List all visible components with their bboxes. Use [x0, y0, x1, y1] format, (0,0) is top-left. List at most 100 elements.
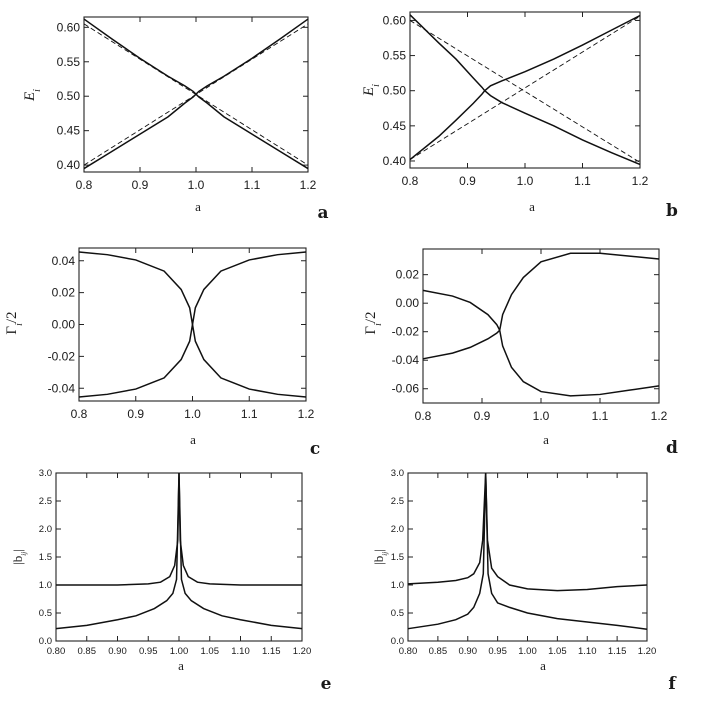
series-line-2 [407, 472, 648, 630]
y-axis-label: Γi/2 [4, 311, 25, 334]
series-line-1 [422, 252, 660, 333]
x-tick-label: 1.20 [293, 646, 312, 657]
y-tick-label: 1.5 [391, 552, 404, 563]
x-tick-label: 1.05 [201, 646, 220, 657]
y-tick-label: 0.55 [57, 55, 81, 69]
y-tick-label: 1.5 [39, 552, 52, 563]
y-tick-label: 2.5 [391, 496, 404, 507]
chart-panel-d: 0.8 0.9 1.0 1.1 1.2 -0.06 -0.04 -0.02 0.00 0.02 a Γ… [363, 248, 678, 458]
x-tick-label: 0.8 [71, 407, 88, 421]
y-tick-label: 0.0 [39, 636, 52, 647]
x-tick-label: 1.15 [608, 646, 627, 657]
y-tick-label: 0.60 [383, 13, 407, 27]
panel-label: d [666, 438, 678, 458]
panel-label: b [666, 201, 678, 221]
x-tick-label: 0.80 [399, 646, 418, 657]
x-tick-label: 1.0 [533, 409, 550, 423]
x-axis-label: a [543, 432, 549, 447]
x-tick-label: 1.20 [638, 646, 657, 657]
y-tick-label: 0.5 [39, 608, 52, 619]
series-line-2 [409, 89, 641, 166]
y-tick-label: 0.45 [57, 124, 81, 138]
y-tick-label: 3.0 [39, 468, 52, 479]
plot-frame [407, 472, 648, 642]
x-tick-label: 1.1 [574, 174, 591, 188]
y-tick-label: 2.5 [39, 496, 52, 507]
y-tick-label: 1.0 [39, 580, 52, 591]
x-tick-label: 1.1 [244, 178, 261, 192]
y-tick-label: 0.00 [52, 318, 76, 332]
x-axis-label: a [178, 658, 184, 673]
x-axis-label: a [190, 432, 196, 447]
x-tick-label: 0.85 [78, 646, 97, 657]
x-axis-label: a [195, 199, 201, 214]
x-tick-label: 1.00 [518, 646, 537, 657]
y-tick-label: 0.02 [396, 268, 420, 282]
x-tick-label: 0.95 [139, 646, 158, 657]
y-tick-label: -0.02 [392, 325, 420, 339]
series-line-1 [407, 472, 648, 592]
x-tick-label: 1.00 [170, 646, 189, 657]
x-tick-label: 0.8 [402, 174, 419, 188]
panel-label: c [310, 439, 320, 459]
x-tick-label: 0.9 [474, 409, 491, 423]
x-tick-label: 0.85 [429, 646, 448, 657]
plot-frame [409, 11, 641, 169]
chart-panel-e: 0.80 0.85 0.90 0.95 1.00 1.05 1.10 1.15 1.20 0.0 0… [10, 468, 332, 694]
y-axis-label: Ei [22, 89, 43, 102]
y-axis-label: |bij| [10, 549, 28, 565]
series-line-2 [78, 251, 307, 398]
y-tick-label: 0.55 [383, 49, 407, 63]
y-tick-label: -0.02 [48, 349, 76, 363]
x-tick-label: 1.1 [241, 407, 258, 421]
y-tick-label: 1.0 [391, 580, 404, 591]
x-axis-label: a [529, 199, 535, 214]
y-tick-label: 0.40 [57, 158, 81, 172]
y-tick-label: 0.50 [383, 84, 407, 98]
y-axis-label: |bij| [371, 549, 389, 565]
x-tick-label: 0.8 [76, 178, 93, 192]
y-axis-label: Ei [361, 84, 382, 97]
x-tick-label: 0.9 [127, 407, 144, 421]
y-tick-label: 3.0 [391, 468, 404, 479]
x-tick-label: 1.1 [592, 409, 609, 423]
x-tick-label: 0.95 [488, 646, 507, 657]
x-tick-label: 1.10 [578, 646, 597, 657]
panel-label: a [317, 203, 328, 223]
y-tick-label: 0.50 [57, 89, 81, 103]
x-axis-label: a [540, 658, 546, 673]
panel-label: e [321, 674, 332, 694]
y-tick-label: 0.0 [391, 636, 404, 647]
chart-panel-a: 0.8 0.9 1.0 1.1 1.2 0.40 0.45 0.50 0.55 0.60 a Ei a [22, 16, 329, 223]
y-tick-label: 0.02 [52, 286, 76, 300]
y-tick-label: 0.00 [396, 296, 420, 310]
x-tick-label: 0.90 [459, 646, 478, 657]
chart-panel-c: 0.8 0.9 1.0 1.1 1.2 -0.04 -0.02 0.00 0.02 0.04 a Γi… [4, 247, 320, 459]
x-tick-label: 1.05 [548, 646, 567, 657]
y-tick-label: -0.04 [48, 381, 76, 395]
series-line-2 [55, 472, 303, 630]
x-tick-label: 1.0 [184, 407, 201, 421]
y-tick-label: 0.04 [52, 254, 76, 268]
x-tick-label: 1.2 [300, 178, 317, 192]
y-tick-label: 2.0 [391, 524, 404, 535]
x-tick-label: 0.9 [459, 174, 476, 188]
y-tick-label: -0.06 [392, 382, 420, 396]
x-tick-label: 1.0 [188, 178, 205, 192]
x-tick-label: 1.0 [517, 174, 534, 188]
y-axis-label: Γi/2 [363, 311, 384, 334]
series-line-2 [83, 18, 309, 170]
series-line-4 [83, 23, 309, 166]
series-line-2 [422, 328, 660, 397]
x-tick-label: 0.8 [415, 409, 432, 423]
y-tick-label: 0.60 [57, 20, 81, 34]
y-tick-label: 0.40 [383, 154, 407, 168]
x-tick-label: 0.80 [47, 646, 66, 657]
y-tick-label: 2.0 [39, 524, 52, 535]
x-tick-label: 1.10 [231, 646, 250, 657]
y-tick-label: 0.5 [391, 608, 404, 619]
x-tick-label: 1.2 [632, 174, 649, 188]
series-line-3 [409, 15, 641, 160]
chart-panel-f: 0.80 0.85 0.90 0.95 1.00 1.05 1.10 1.15 1.20 0.0 0… [371, 468, 677, 694]
